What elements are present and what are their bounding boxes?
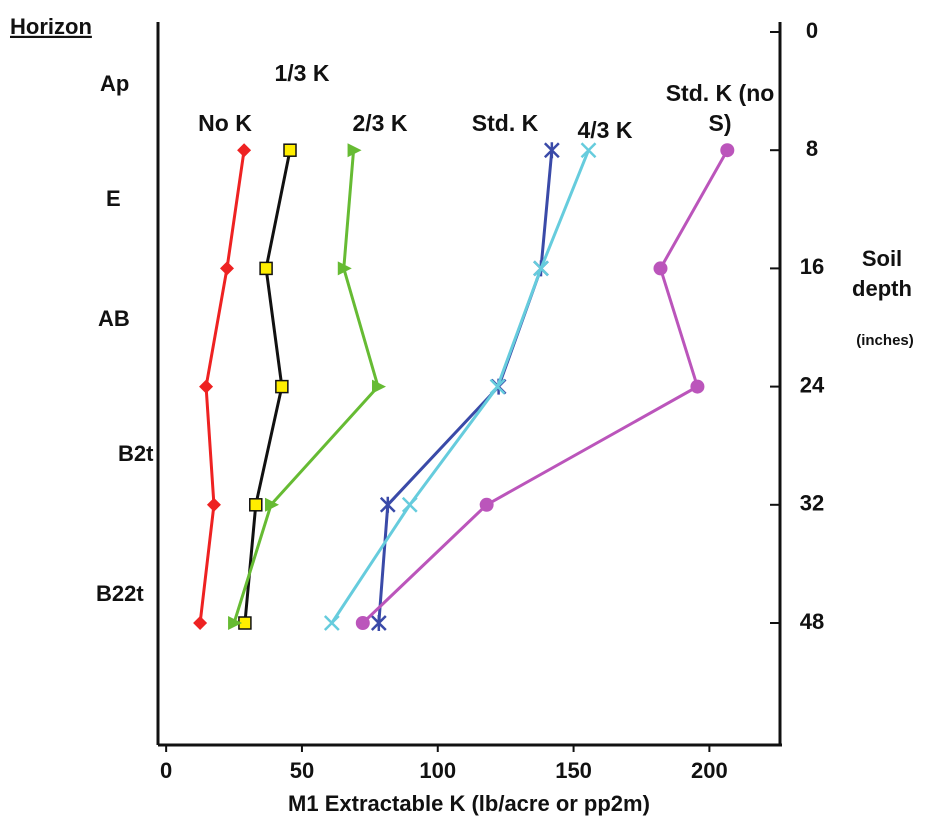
x-tick-label: 0 — [160, 758, 172, 783]
marker — [275, 379, 289, 394]
y-tick-label: 48 — [800, 609, 824, 634]
marker — [479, 497, 494, 512]
marker — [237, 143, 252, 158]
marker — [228, 616, 243, 630]
marker — [355, 616, 370, 630]
marker — [653, 261, 668, 276]
series-label: 4/3 K — [577, 117, 633, 143]
series-line — [377, 150, 554, 624]
marker — [379, 496, 396, 513]
marker — [347, 143, 362, 158]
marker — [370, 615, 387, 631]
horizon-label: AB — [98, 306, 130, 331]
horizon-label: B22t — [96, 581, 144, 606]
y-tick-label: 32 — [800, 491, 824, 516]
marker — [580, 142, 597, 159]
series-label: Std. K — [471, 110, 539, 136]
marker — [249, 498, 263, 512]
series-label: No K — [198, 110, 252, 136]
series-label: 1/3 K — [274, 60, 330, 86]
marker — [259, 261, 273, 276]
marker — [690, 379, 705, 394]
chart-title: Horizon — [10, 14, 92, 39]
x-tick-label: 150 — [555, 758, 592, 783]
y-tick-label: 8 — [806, 136, 818, 161]
horizon-label: E — [106, 186, 121, 211]
series-line — [232, 150, 380, 624]
marker — [219, 261, 234, 276]
marker — [283, 143, 297, 157]
marker — [193, 616, 208, 630]
series-label: 2/3 K — [352, 110, 408, 136]
horizon-label: B2t — [118, 441, 154, 466]
x-tick-label: 50 — [290, 758, 314, 783]
marker — [533, 260, 549, 277]
series-label: Std. K (no S) — [665, 80, 775, 136]
series-line — [330, 149, 590, 624]
marker — [489, 378, 506, 395]
y-axis-unit: (inches) — [856, 332, 914, 349]
y-tick-label: 0 — [806, 18, 818, 43]
marker — [401, 496, 418, 513]
y-tick-label: 24 — [800, 372, 825, 397]
x-tick-label: 100 — [419, 758, 456, 783]
horizon-label: Ap — [100, 71, 129, 96]
marker — [206, 497, 221, 512]
marker — [543, 142, 560, 159]
marker — [720, 143, 735, 158]
y-axis-label: Soil depth — [852, 246, 912, 301]
marker — [264, 497, 279, 512]
y-tick-label: 16 — [800, 254, 824, 279]
marker — [199, 379, 214, 394]
marker — [323, 615, 340, 631]
x-tick-label: 200 — [691, 758, 728, 783]
x-axis-label: M1 Extractable K (lb/acre or pp2m) — [288, 791, 650, 816]
marker — [372, 379, 387, 394]
marker — [337, 261, 352, 276]
